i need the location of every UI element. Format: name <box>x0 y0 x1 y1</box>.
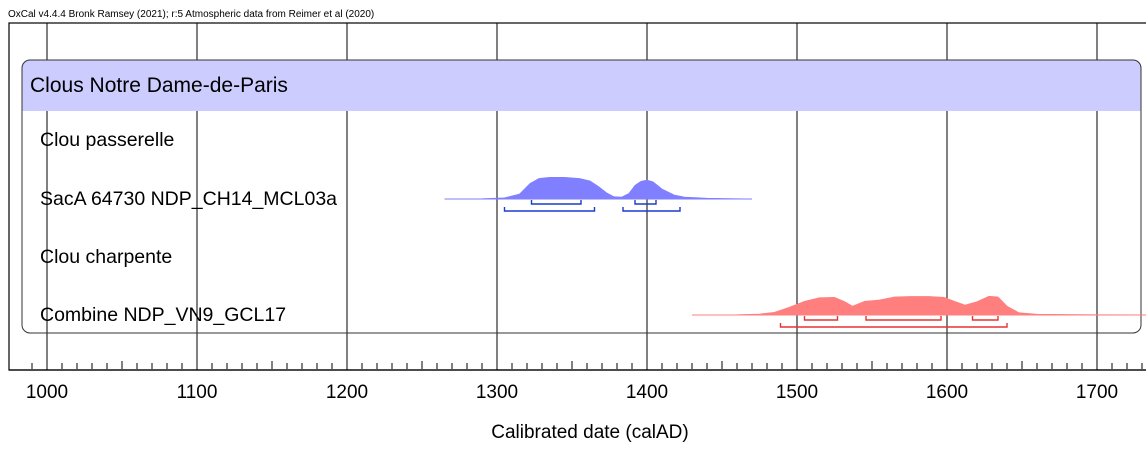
hpd-68-bracket <box>971 316 999 321</box>
group-box: Clous Notre Dame-de-Paris <box>21 59 1142 334</box>
tick-label: 1200 <box>326 382 368 403</box>
tick-label: 1400 <box>626 382 668 403</box>
density-curve <box>691 295 1146 316</box>
hpd-95-bracket <box>779 323 1008 328</box>
hpd-68-bracket <box>634 200 657 205</box>
row-label: Clou passerelle <box>40 129 174 151</box>
tick-label: 1100 <box>177 382 218 403</box>
hpd-95-bracket <box>503 207 596 212</box>
group-header-band <box>22 60 1141 111</box>
tick-label: 1000 <box>26 382 68 403</box>
x-axis-label: Calibrated date (calAD) <box>491 422 688 443</box>
hpd-68-bracket <box>803 316 839 321</box>
hpd-68-bracket <box>865 316 942 321</box>
rows: Clou passerelle SacA 64730 NDP_CH14_MCL03… <box>40 129 1146 328</box>
group-label: Clous Notre Dame-de-Paris <box>30 74 288 97</box>
density-curve <box>444 177 753 200</box>
tick-label: 1500 <box>776 382 818 403</box>
group-outline <box>21 59 1142 334</box>
tick-label: 1700 <box>1076 382 1118 403</box>
hpd-95-bracket <box>622 207 681 212</box>
row-label: Combine NDP_VN9_GCL17 <box>40 304 286 326</box>
row-label: SacA 64730 NDP_CH14_MCL03a <box>40 188 337 210</box>
row-label: Clou charpente <box>40 246 172 268</box>
oxcal-header-text: OxCal v4.4.4 Bronk Ramsey (2021); r:5 At… <box>8 9 374 20</box>
tick-label: 1600 <box>926 382 968 403</box>
x-axis: 1000 1100 1200 1300 1400 1500 1600 1700 <box>9 357 1146 403</box>
tick-label: 1300 <box>476 382 518 403</box>
hpd-68-bracket <box>530 200 582 205</box>
